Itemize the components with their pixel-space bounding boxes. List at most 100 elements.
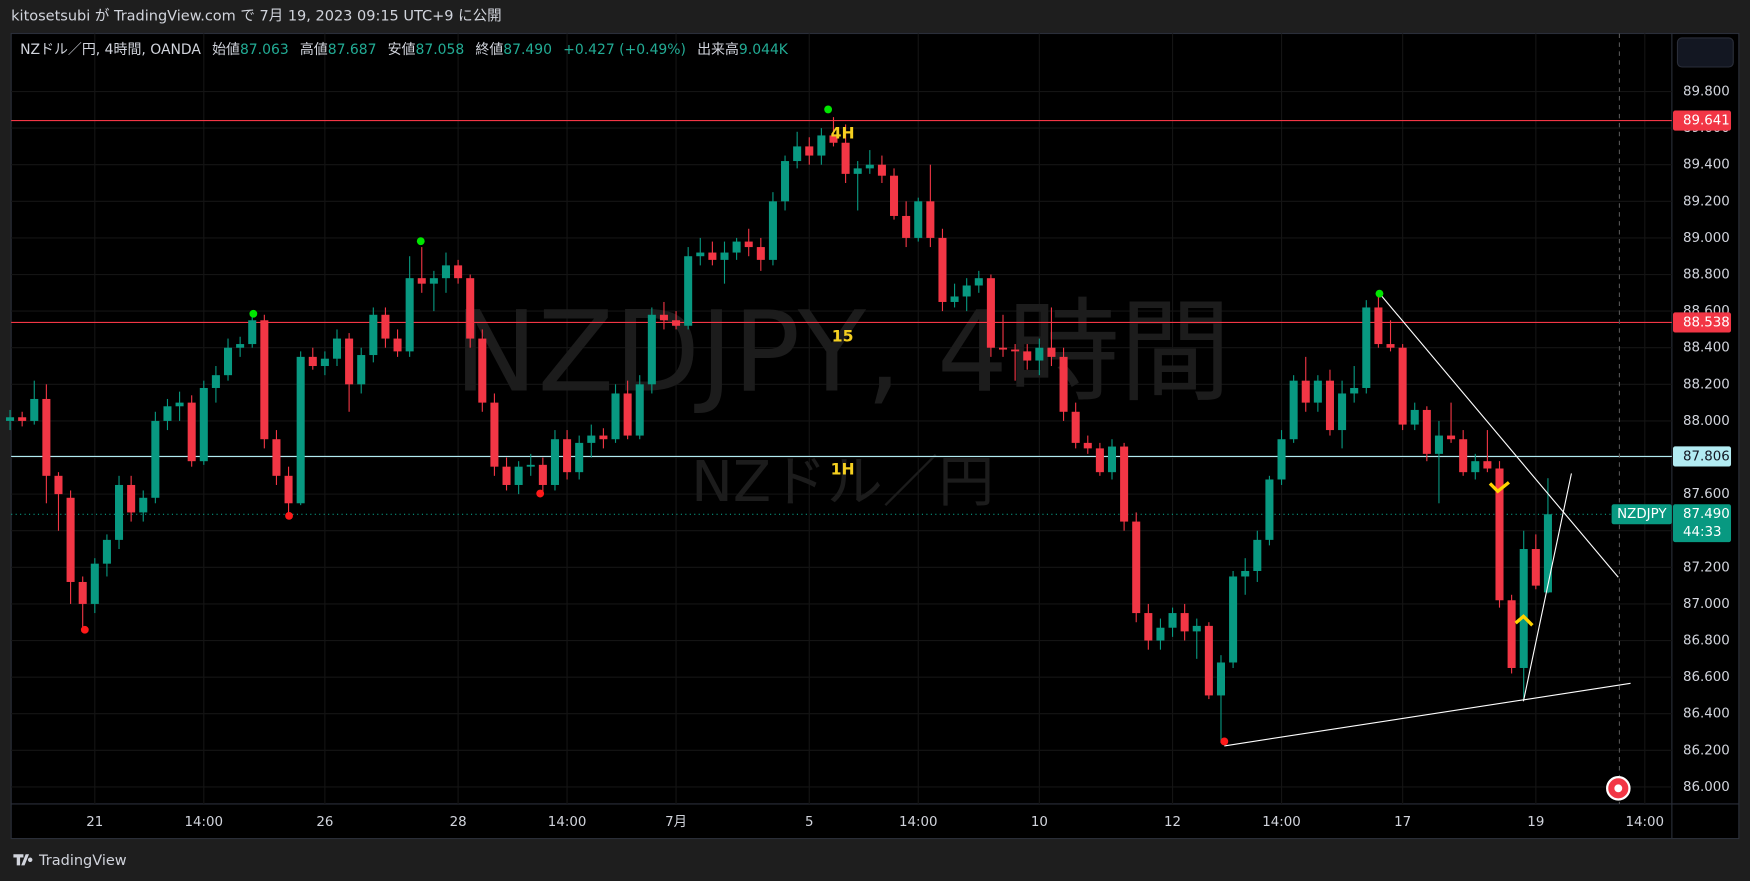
candle-body [127,484,136,513]
candle-body [1180,613,1189,632]
candle-body [998,347,1008,350]
candle-body [805,146,814,156]
y-tick-label: 88.200 [1683,377,1730,392]
x-tick-label: 14:00 [548,815,587,830]
candle-body [6,417,15,421]
candle-body [647,314,656,385]
chart-panel [10,32,1740,840]
candle-body [781,161,790,202]
candle-body [1507,600,1516,668]
y-tick-label: 87.600 [1683,487,1730,502]
grid [11,33,1672,804]
candle-body [1338,393,1347,431]
y-tick-label: 89.800 [1683,85,1730,100]
y-tick-label: 86.600 [1683,670,1730,685]
change: +0.427 (+0.49%) [563,42,686,58]
candle-body [1011,349,1020,352]
x-tick-label: 28 [450,815,467,830]
candle-body [841,142,850,174]
x-tick-label: 5 [805,815,814,830]
candle-body [865,164,874,169]
pivot-high-dot [249,309,258,318]
trendline [1224,682,1631,747]
y-tick-label: 88.400 [1683,341,1730,356]
candle-body [1398,347,1407,425]
candle-body [926,201,935,238]
candle-body [902,215,911,238]
candle-body [1168,613,1177,628]
candle-body [538,464,547,485]
candle-body [514,466,523,485]
candle-body [30,398,39,421]
y-tick-label: 86.200 [1683,743,1730,758]
candle-body [611,393,620,440]
candle-body [54,475,63,495]
candle-body [441,265,450,279]
candle-body [877,164,886,176]
candle-body [1410,409,1419,425]
candle-body [623,393,632,436]
annotation: 1H [831,461,855,479]
replay-icon-dot [1614,784,1623,793]
y-tick-label: 87.200 [1683,560,1730,575]
candle-body [187,402,196,462]
symbol-tag [1611,504,1672,525]
candle-body [1071,411,1080,443]
candle-body [1531,549,1540,586]
candle-body [1422,409,1431,454]
y-tick-label: 87.000 [1683,597,1730,612]
price-tag-label: 87.490 [1683,507,1730,522]
ohlc-label: 安値 [388,42,416,58]
candle-body [684,256,693,326]
candle-body [236,344,245,348]
candle-body [950,296,959,302]
candle-body [1216,662,1225,696]
level-tag [1672,110,1732,131]
pivot-low-dot [80,625,89,634]
candle-body [720,252,729,260]
candle-body [829,135,838,143]
candle-body [768,201,777,260]
candle-body [1192,625,1201,632]
candle-body [296,356,305,504]
candle-body [635,384,644,436]
y-tick-label: 86.400 [1683,707,1730,722]
candle-body [175,402,184,407]
candle-body [357,355,366,385]
candle-body [793,146,802,162]
candle-body [139,497,148,513]
candle-body [223,347,233,376]
brand-logo [13,854,33,866]
ohlc-value: 87.058 [415,42,464,58]
candle-body [1483,461,1492,469]
y-tick-label: 89.200 [1683,194,1730,209]
candle-body [914,201,923,238]
candle-body [272,439,281,476]
candle-body [248,320,257,345]
drawings [1224,294,1631,747]
candle-body [1253,539,1262,571]
candle-body [1083,442,1092,449]
candle-body [1362,307,1371,388]
candle-body [853,168,862,174]
candle-body [974,278,983,286]
candle-body [587,435,596,443]
candle-body [199,387,208,462]
publisher-line: kitosetsubi が TradingView.com で 7月 19, 2… [11,8,501,25]
candle-body [1471,461,1480,473]
x-tick-label: 12 [1164,815,1181,830]
x-tick-label: 26 [316,815,333,830]
candle-body [1301,380,1310,403]
y-tick-label: 86.800 [1683,634,1730,649]
symbol-tag-label: NZDJPY [1617,507,1667,522]
settings-button[interactable] [1676,37,1734,68]
candle-body [381,314,390,339]
candle-body [1519,549,1528,668]
pivot-high-dot [416,237,425,246]
candle-body [672,320,681,326]
candle-body [1277,439,1286,480]
pivot-high-dot [1375,289,1384,298]
y-tick-label: 88.000 [1683,414,1730,429]
